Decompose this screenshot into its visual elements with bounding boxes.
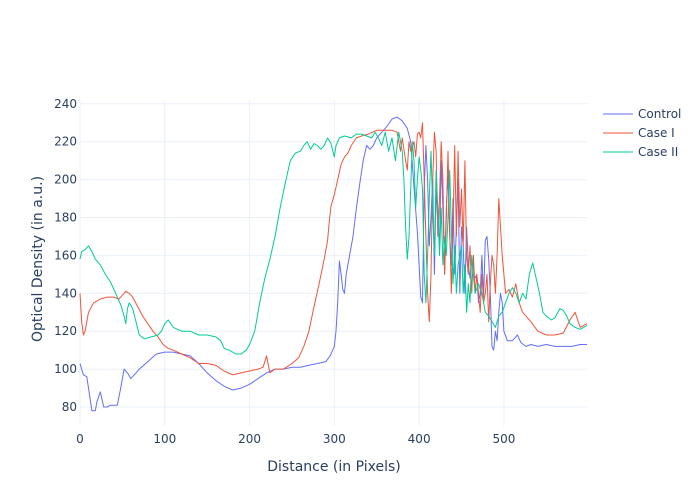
legend[interactable]: Control Case I Case II — [603, 107, 681, 159]
series-line-case-ii[interactable] — [79, 131, 588, 355]
legend-item-control[interactable]: Control — [603, 107, 681, 121]
y-tick-label: 220 — [54, 135, 77, 149]
legend-label: Case I — [638, 126, 675, 140]
y-tick-label: 120 — [54, 324, 77, 338]
legend-label: Case II — [638, 145, 678, 159]
legend-item-case-i[interactable]: Case I — [603, 126, 675, 140]
legend-item-case-ii[interactable]: Case II — [603, 145, 678, 159]
x-tick-label: 300 — [323, 432, 346, 446]
series-line-case-i[interactable] — [79, 122, 588, 376]
x-tick-label: 400 — [408, 432, 431, 446]
axes: 80 100 120 140 160 180 200 220 240 0 100 200 300 400 5… — [54, 97, 515, 446]
plot-area[interactable] — [79, 116, 588, 412]
series-line-control[interactable] — [79, 116, 587, 412]
y-tick-label: 80 — [62, 400, 77, 414]
x-tick-label: 500 — [492, 432, 515, 446]
y-tick-label: 180 — [54, 211, 77, 225]
y-tick-label: 160 — [54, 248, 77, 262]
legend-label: Control — [638, 107, 681, 121]
x-axis-title: Distance (in Pixels) — [267, 459, 400, 475]
y-tick-label: 240 — [54, 97, 77, 111]
x-tick-label: 0 — [76, 432, 84, 446]
y-tick-label: 100 — [54, 362, 77, 376]
y-tick-label: 200 — [54, 173, 77, 187]
x-tick-label: 200 — [238, 432, 261, 446]
y-tick-label: 140 — [54, 286, 77, 300]
x-tick-label: 100 — [153, 432, 176, 446]
y-axis-title: Optical Density (in a.u.) — [30, 176, 46, 342]
